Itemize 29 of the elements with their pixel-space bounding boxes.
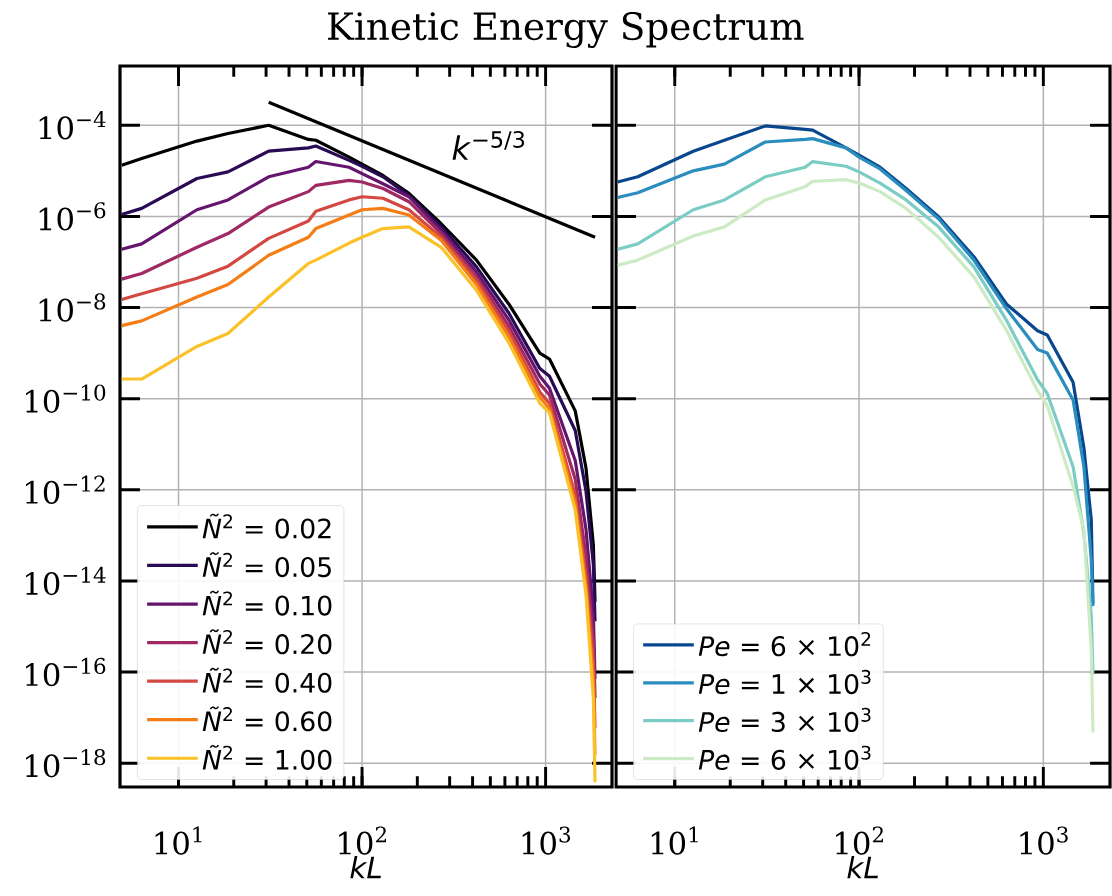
y-tick-label: 10$^{−10}$ [26,384,106,413]
y-tick-label: 10$^{−8}$ [39,293,106,322]
legend-label: Ñ$^{2}$ = 0.05 [202,552,331,578]
legend-label: Ñ$^{2}$ = 0.40 [202,667,332,693]
y-tick-label: 10$^{−16}$ [26,657,106,687]
x-tick-label: 10$^{3}$ [522,826,571,855]
legend-label: Ñ$^{2}$ = 1.00 [202,744,332,770]
x-tick-label: 10$^{3}$ [1020,826,1068,855]
legend-label: Pe = 1 × 10$^{3}$ [698,669,871,695]
legend-label: Ñ$^{2}$ = 0.60 [202,706,332,732]
x-tick-label: 10$^{2}$ [836,826,883,855]
y-tick-label: 10$^{−14}$ [26,566,106,596]
y-tick-label: 10$^{−12}$ [26,475,105,505]
legend-label: Pe = 3 × 10$^{3}$ [698,707,871,733]
x-axis-title: kL [350,855,381,879]
legend-label: Pe = 6 × 10$^{2}$ [698,631,871,657]
y-tick-label: 10$^{−6}$ [39,202,106,231]
y-tick-label: 10$^{−18}$ [26,748,106,778]
x-axis-title: kL [847,855,878,879]
legend-label: Ñ$^{2}$ = 0.20 [202,629,332,655]
x-tick-label: 10$^{1}$ [651,826,698,855]
x-tick-label: 10$^{2}$ [339,826,386,855]
legend-label: Ñ$^{2}$ = 0.02 [202,513,331,539]
legend-label: Pe = 6 × 10$^{3}$ [698,745,871,770]
annotation: k$^{−5/3}$ [452,130,525,160]
chart-title: Kinetic Energy Spectrum [328,11,804,48]
x-tick-label: 10$^{1}$ [155,826,202,855]
legend-label: Ñ$^{2}$ = 0.10 [202,590,332,616]
y-tick-label: 10$^{−4}$ [39,111,106,140]
